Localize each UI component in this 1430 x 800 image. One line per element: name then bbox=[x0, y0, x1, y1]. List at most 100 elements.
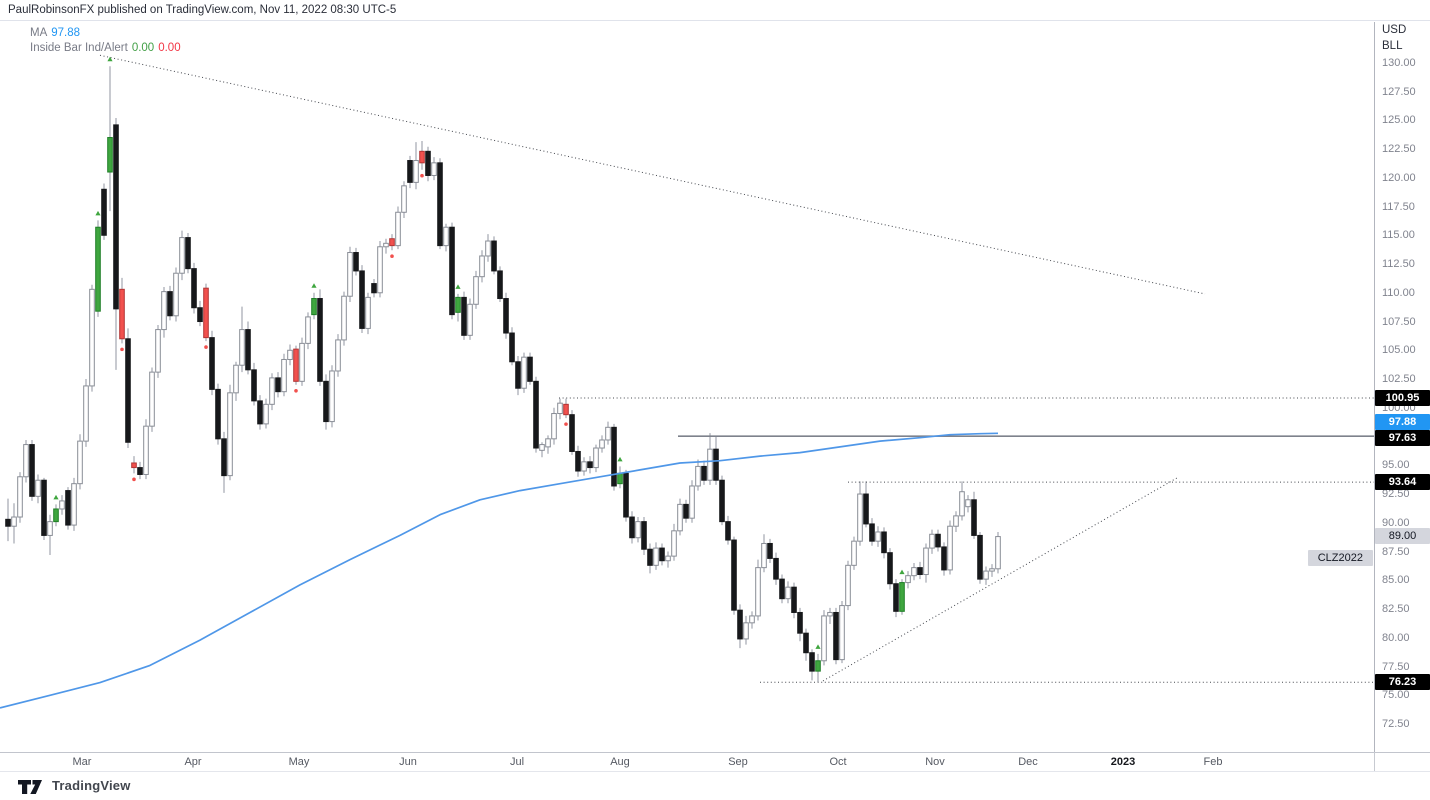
candle bbox=[35, 474, 41, 504]
tradingview-logo-text[interactable]: TradingView bbox=[52, 778, 131, 793]
candle bbox=[281, 353, 287, 397]
candle bbox=[695, 459, 701, 491]
price-tick: 120.00 bbox=[1382, 171, 1416, 184]
candle bbox=[347, 246, 353, 302]
candle bbox=[845, 560, 851, 611]
price-tick: 95.00 bbox=[1382, 459, 1410, 472]
candle bbox=[143, 419, 149, 480]
candle bbox=[443, 223, 449, 252]
candle bbox=[545, 435, 551, 454]
price-label-93.64: 93.64 bbox=[1375, 474, 1430, 490]
candle bbox=[491, 236, 497, 275]
time-tick-Jun: Jun bbox=[399, 756, 417, 768]
candle bbox=[587, 456, 593, 474]
candle bbox=[575, 445, 581, 477]
indicator-legend[interactable]: MA 97.88 Inside Bar Ind/Alert 0.00 0.00 bbox=[30, 26, 185, 56]
candle bbox=[71, 477, 77, 531]
candle bbox=[881, 527, 887, 559]
candle bbox=[623, 469, 629, 522]
axis-currency-label: USD bbox=[1382, 24, 1407, 36]
ascending-trendline[interactable] bbox=[822, 476, 1179, 682]
candle bbox=[437, 158, 443, 250]
candle bbox=[737, 604, 743, 649]
candle bbox=[755, 559, 761, 621]
price-tick: 115.00 bbox=[1382, 229, 1415, 242]
time-axis[interactable]: Mar Apr May Jun Jul Aug Sep Oct Nov Dec 2023 Feb bbox=[0, 752, 1430, 772]
candle bbox=[833, 607, 839, 665]
candle bbox=[161, 287, 167, 338]
candle bbox=[227, 384, 233, 481]
price-tick: 87.50 bbox=[1382, 545, 1410, 558]
candle bbox=[65, 487, 71, 530]
candle bbox=[191, 262, 197, 314]
candle bbox=[305, 312, 311, 350]
price-tick: 130.00 bbox=[1382, 56, 1416, 69]
price-tick: 90.00 bbox=[1382, 516, 1410, 529]
candle bbox=[83, 379, 89, 447]
time-tick-Nov: Nov bbox=[925, 756, 945, 768]
candle bbox=[911, 563, 917, 581]
candle bbox=[149, 367, 155, 432]
candle bbox=[263, 398, 269, 429]
price-label-100.95: 100.95 bbox=[1375, 390, 1430, 406]
candle bbox=[791, 582, 797, 619]
candle bbox=[635, 517, 641, 543]
inside-bar-legend-row[interactable]: Inside Bar Ind/Alert 0.00 0.00 bbox=[30, 41, 185, 56]
descending-trendline[interactable] bbox=[99, 54, 1206, 295]
candle bbox=[683, 499, 689, 523]
candle bbox=[125, 328, 131, 449]
candle bbox=[203, 283, 209, 342]
candlestick-chart[interactable] bbox=[0, 22, 1374, 752]
price-tick: 117.50 bbox=[1382, 200, 1415, 213]
candle bbox=[95, 220, 101, 317]
candle bbox=[671, 523, 677, 561]
candle bbox=[179, 230, 185, 281]
candle bbox=[779, 574, 785, 604]
price-tick: 85.00 bbox=[1382, 574, 1410, 587]
candle bbox=[923, 543, 929, 583]
candle bbox=[77, 434, 83, 490]
candle bbox=[521, 352, 527, 393]
candle bbox=[407, 155, 413, 189]
candle bbox=[299, 337, 305, 386]
candle bbox=[551, 407, 557, 445]
price-tick: 77.50 bbox=[1382, 660, 1410, 673]
tradingview-logo-icon[interactable] bbox=[18, 779, 48, 795]
ma-label: MA bbox=[30, 27, 48, 39]
chart-pane[interactable]: MA 97.88 Inside Bar Ind/Alert 0.00 0.00 CLZ… bbox=[0, 22, 1374, 752]
time-tick-Apr: Apr bbox=[184, 756, 202, 768]
candle bbox=[971, 491, 977, 539]
candle bbox=[29, 439, 35, 501]
price-tick: 80.00 bbox=[1382, 631, 1410, 644]
candle bbox=[17, 472, 23, 523]
ma-line[interactable] bbox=[0, 432, 999, 709]
candle bbox=[761, 534, 767, 573]
candle bbox=[323, 374, 329, 430]
candle bbox=[725, 515, 731, 545]
ma-legend-row[interactable]: MA 97.88 bbox=[30, 26, 185, 41]
candle bbox=[539, 442, 545, 458]
price-axis[interactable]: USD BLL 130.00 127.50 125.00 122.50 120.00 11… bbox=[1374, 22, 1430, 752]
candle bbox=[509, 327, 515, 366]
price-tick: 112.50 bbox=[1382, 258, 1415, 271]
candle bbox=[905, 571, 911, 589]
candle bbox=[593, 444, 599, 473]
inside-bar-down-marker-icon bbox=[420, 173, 424, 178]
candle bbox=[317, 289, 323, 386]
candle bbox=[569, 410, 575, 455]
candle bbox=[461, 291, 467, 340]
candle bbox=[101, 183, 107, 240]
candle bbox=[929, 529, 935, 554]
candle bbox=[917, 561, 923, 580]
price-tick: 110.00 bbox=[1382, 286, 1415, 299]
candle bbox=[533, 376, 539, 453]
candle bbox=[599, 435, 605, 453]
ma-value: 97.88 bbox=[51, 27, 81, 39]
candle bbox=[155, 324, 161, 378]
candle bbox=[251, 362, 257, 406]
candle bbox=[287, 344, 293, 366]
candle bbox=[689, 480, 695, 523]
candle bbox=[449, 222, 455, 320]
price-label-97.63: 97.63 bbox=[1375, 430, 1430, 446]
